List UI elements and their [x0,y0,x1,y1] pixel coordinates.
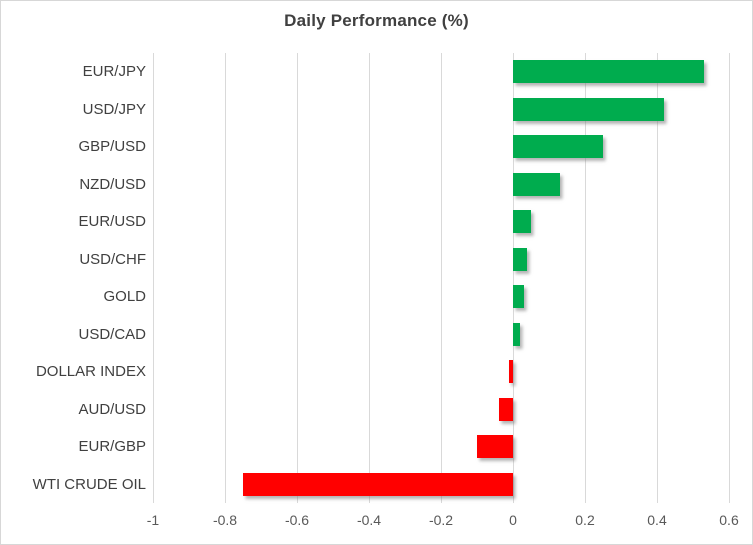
gridline [441,53,442,503]
bar-eur-usd [513,210,531,234]
category-label: GBP/USD [78,138,146,155]
gridline [513,53,514,503]
gridline [225,53,226,503]
category-label: USD/CHF [79,250,146,268]
bar-nzd-usd [513,172,560,196]
x-tick-label: -0.8 [212,512,238,528]
gridline [729,53,730,503]
x-tick-label: -1 [146,512,160,528]
category-label: AUD/USD [78,400,146,418]
category-label: DOLLAR INDEX [35,363,146,380]
bar-eur-jpy [513,60,704,84]
bar-eur-gbp [477,435,513,459]
category-label: USD/CAD [78,325,146,343]
bar-gbp-usd [513,135,603,159]
x-tick-label: -0.2 [428,512,454,528]
x-tick-label: -0.6 [284,512,310,528]
plot-area [153,53,730,503]
bar-aud-usd [498,397,513,421]
x-tick-label: -0.4 [356,512,382,528]
category-label: EUR/USD [78,213,146,230]
bar-usd-chf [513,247,528,271]
gridline [297,53,298,503]
bar-wti-crude-oil [243,472,513,496]
x-tick-label: 0.2 [575,512,595,528]
bar-usd-jpy [513,97,665,121]
bar-dollar-index [509,360,513,384]
category-label: EUR/GBP [78,438,146,455]
x-tick-label: 0.6 [719,512,739,528]
category-label: WTI CRUDE OIL [32,475,146,493]
bar-gold [513,285,524,309]
chart-title: Daily Performance (%) [284,11,469,30]
category-label: NZD/USD [79,175,146,193]
category-label: GOLD [103,288,146,305]
bar-usd-cad [513,322,521,346]
gridline [585,53,586,503]
gridline [369,53,370,503]
category-label: USD/JPY [82,100,146,118]
gridline [657,53,658,503]
x-tick-label: 0.4 [647,512,667,528]
category-label: EUR/JPY [82,63,146,80]
x-tick-label: 0 [509,512,517,528]
gridline [153,53,154,503]
